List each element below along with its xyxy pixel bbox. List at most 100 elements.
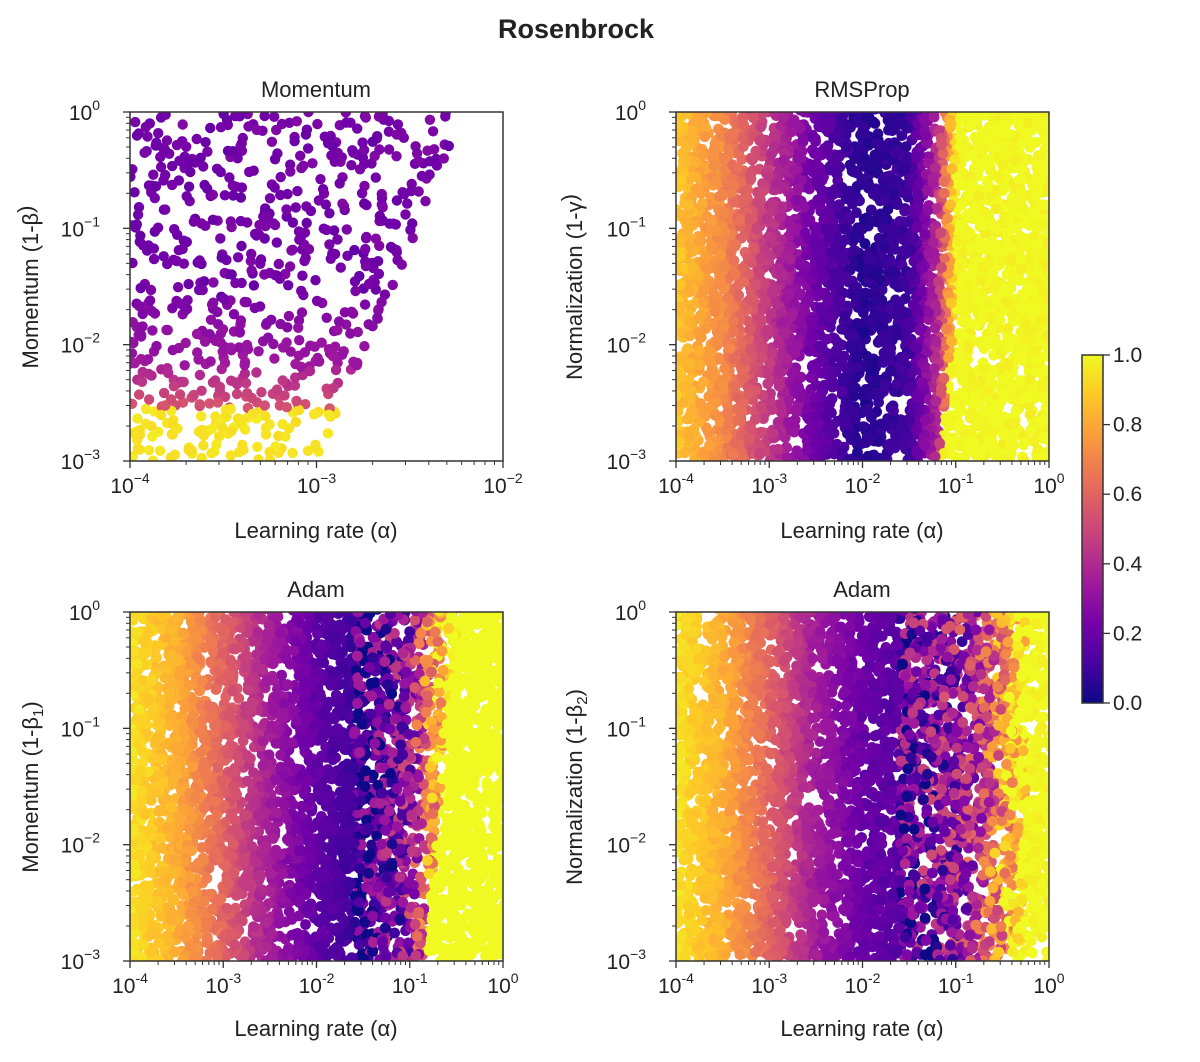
scatter-point [708,160,720,172]
scatter-point [133,389,145,400]
scatter-point [676,301,683,313]
scatter-point [693,345,705,356]
scatter-point [377,202,388,213]
scatter-point [216,252,227,263]
scatter-point [729,196,740,208]
scatter-point [781,353,792,365]
scatter-point [843,403,855,415]
scatter-point [131,130,143,141]
scatter-point [297,270,308,281]
scatter-point [130,171,136,182]
scatter-point [988,399,999,411]
scatter-point [140,418,151,429]
scatter-point [188,389,199,401]
scatter-point [178,258,190,269]
scatter-point [1006,222,1018,234]
scatter-point [182,295,193,306]
scatter-point [956,199,967,211]
scatter-point [835,251,846,263]
scatter-point [1045,112,1049,115]
scatter-point [965,318,977,330]
scatter-point [173,245,184,256]
scatter-point [302,143,314,154]
scatter-point [316,337,327,348]
scatter-point [687,134,699,146]
scatter-point [986,235,997,246]
scatter-point [939,253,950,265]
scatter-point [254,219,265,231]
scatter-point [318,188,330,199]
scatter-point [929,322,941,334]
scatter-point [346,160,357,171]
scatter-point [997,255,1008,266]
scatter-point [912,179,924,191]
scatter-point [234,342,245,353]
scatter-point [262,332,274,343]
scatter-point [359,341,370,352]
scatter-point [1000,112,1012,120]
scatter-point [241,339,253,351]
scatter-point [360,112,371,123]
scatter-point [374,210,385,222]
scatter-point [896,130,908,142]
scatter-point [293,322,304,333]
scatter-point [272,148,283,159]
scatter-point [848,331,860,342]
scatter-point [798,112,810,118]
scatter-point [1019,436,1030,448]
scatter-point [1025,424,1036,436]
scatter-point [965,170,977,182]
scatter-point [711,339,723,351]
scatter-point [172,423,183,434]
scatter-point [885,255,897,267]
scatter-point [956,328,968,340]
scatter-point [1018,294,1030,306]
scatter-point [1010,405,1022,417]
scatter-point [684,430,696,442]
scatter-point [700,323,711,335]
scatter-point [943,352,954,364]
scatter-point [225,342,236,353]
scatter-point [963,340,975,352]
scatter-point [797,134,809,146]
scatter-point [788,165,800,176]
scatter-point [975,275,987,287]
scatter-point [971,135,983,146]
scatter-point [277,419,288,430]
scatter-point [765,308,777,319]
scatter-point [847,245,859,257]
scatter-point [1005,418,1016,430]
scatter-point [759,278,770,290]
scatter-point [743,268,755,280]
scatter-point [786,126,797,138]
scatter-point [817,256,828,268]
scatter-point [370,233,382,244]
scatter-point [773,337,784,349]
scatter-point [150,140,161,151]
scatter-point [746,257,758,268]
scatter-point [938,187,950,199]
scatter-point [736,406,748,417]
scatter-point [181,141,192,152]
scatter-point [922,248,934,260]
scatter-point [193,354,204,365]
scatter-point [897,224,908,236]
scatter-point [833,301,845,313]
scatter-point [209,446,220,457]
scatter-point [330,364,342,376]
scatter-point [978,404,990,416]
scatter-point [427,126,439,137]
scatter-point [850,372,861,384]
scatter-point [795,391,806,403]
scatter-point [984,312,996,323]
scatter-point [158,251,169,262]
scatter-point [978,156,989,168]
scatter-point [736,363,748,375]
scatter-point [283,280,294,291]
scatter-point [905,244,917,256]
scatter-point [212,397,223,408]
scatter-point [693,235,705,247]
scatter-point [780,293,792,304]
scatter-point [850,432,861,443]
scatter-point [883,112,895,119]
